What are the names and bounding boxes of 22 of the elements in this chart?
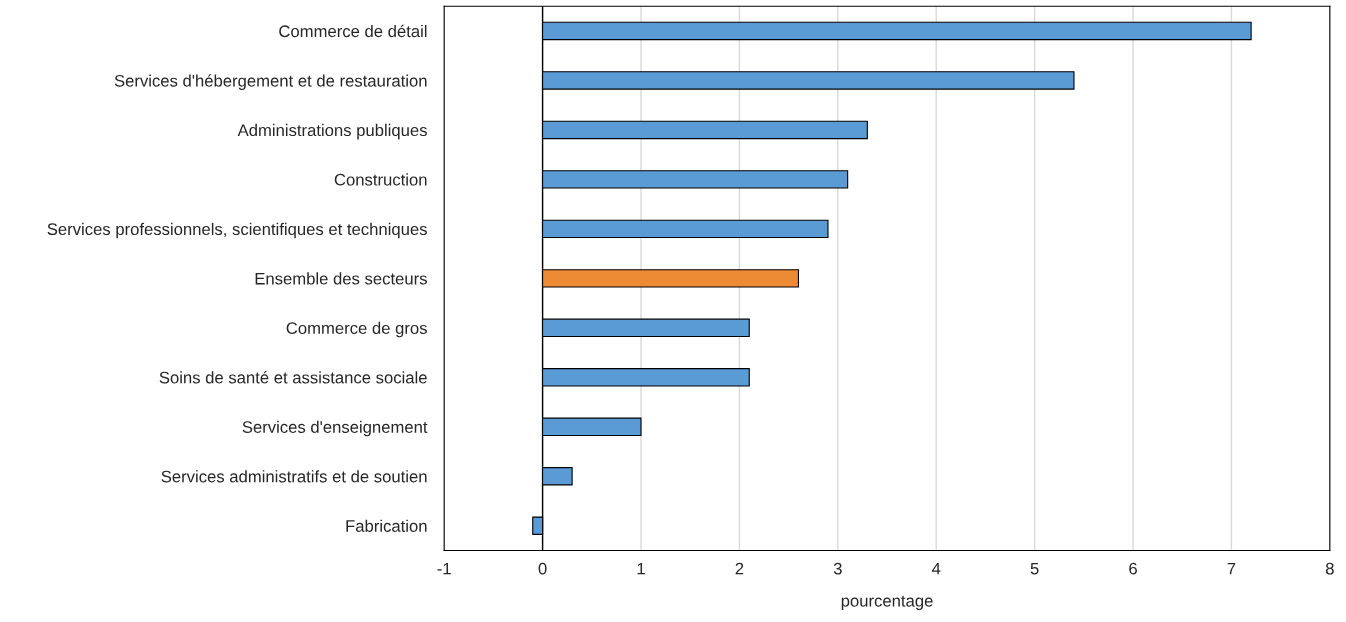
x-tick-label: 6	[1129, 562, 1137, 575]
x-tick-label: 8	[1325, 562, 1334, 575]
y-tick-label: Services d'hébergement et de restauration	[114, 74, 427, 91]
y-tick-label: Commerce de gros	[286, 321, 427, 338]
x-tick-label: 5	[1030, 562, 1039, 575]
y-tick-label: Soins de santé et assistance sociale	[159, 371, 427, 384]
x-tick-label: -1	[437, 562, 451, 575]
y-tick-label: Administrations publiques	[237, 123, 427, 140]
x-tick-label: 0	[538, 562, 547, 575]
x-tick-label: 7	[1227, 562, 1236, 575]
x-axis-title: pourcentage	[841, 595, 933, 611]
x-tick-label: 4	[931, 562, 941, 575]
y-tick-label: Fabrication	[346, 519, 427, 532]
y-tick-label: Construction	[334, 173, 427, 186]
x-tick-label: 3	[833, 562, 842, 575]
y-tick-label: Services administratifs et de soutien	[161, 470, 427, 483]
y-tick-label: Ensemble des secteurs	[255, 272, 427, 285]
y-tick-label: Commerce de détail	[279, 24, 427, 38]
x-tick-label: 1	[637, 562, 645, 575]
y-tick-label: Services professionnels, scientifiques et techniques	[47, 222, 427, 239]
y-tick-label: Services d'enseignement	[242, 420, 428, 437]
x-tick-label: 2	[735, 562, 744, 575]
